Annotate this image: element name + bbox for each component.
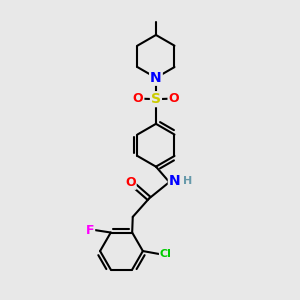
Text: N: N (150, 71, 162, 85)
Text: F: F (86, 224, 94, 237)
Text: N: N (169, 174, 181, 188)
Text: S: S (151, 92, 161, 106)
Text: O: O (133, 92, 143, 105)
Text: H: H (183, 176, 192, 186)
Text: O: O (169, 92, 179, 105)
Text: Cl: Cl (160, 249, 172, 259)
Text: O: O (125, 176, 136, 189)
